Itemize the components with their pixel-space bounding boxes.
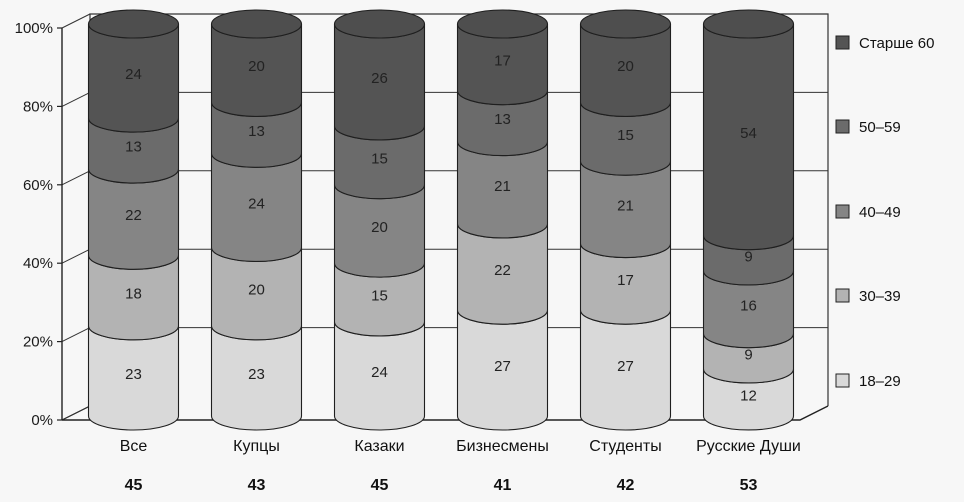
category-value: 41: [494, 477, 512, 494]
x-tick-label: Казаки: [354, 438, 404, 455]
data-label: 13: [248, 123, 265, 140]
data-label: 9: [744, 248, 752, 265]
data-label: 23: [125, 366, 142, 383]
legend-swatch: [835, 119, 850, 134]
x-tick-label: Студенты: [589, 438, 661, 455]
data-label: 9: [744, 346, 752, 363]
legend-label: 40–49: [859, 204, 901, 221]
data-label: 20: [617, 58, 634, 75]
data-label: 17: [494, 52, 511, 69]
cylinder-top: [456, 9, 549, 39]
data-label: 24: [371, 364, 388, 381]
gridline-depth: [61, 248, 91, 264]
x-axis: [62, 405, 829, 421]
gridline-depth: [61, 170, 91, 186]
data-label: 15: [617, 127, 634, 144]
data-label: 24: [125, 66, 142, 83]
y-tick-label: 40%: [23, 255, 53, 272]
data-label: 17: [617, 272, 634, 289]
legend-label: 30–39: [859, 288, 901, 305]
gridline-depth: [61, 13, 91, 29]
data-label: 27: [494, 358, 511, 375]
y-tick-label: 100%: [15, 20, 53, 37]
y-tick-label: 80%: [23, 98, 53, 115]
data-label: 23: [248, 366, 265, 383]
data-label: 22: [125, 207, 142, 224]
data-label: 27: [617, 358, 634, 375]
category-value: 45: [125, 477, 143, 494]
legend-swatch: [835, 288, 850, 303]
data-label: 16: [740, 297, 757, 314]
gridline-depth: [61, 91, 91, 107]
data-label: 22: [494, 262, 511, 279]
data-label: 21: [617, 197, 634, 214]
y-tick-label: 0%: [31, 412, 53, 429]
category-value: 45: [371, 477, 389, 494]
cylinder-top: [87, 9, 180, 39]
cylinder-top: [333, 9, 426, 39]
cylinder-top: [210, 9, 303, 39]
cylinder-top: [702, 9, 795, 39]
data-label: 13: [125, 139, 142, 156]
data-label: 21: [494, 178, 511, 195]
data-label: 15: [371, 150, 388, 167]
legend-swatch: [835, 35, 850, 50]
legend-label: 18–29: [859, 373, 901, 390]
gridline-depth: [61, 327, 91, 343]
data-label: 12: [740, 387, 757, 404]
data-label: 13: [494, 111, 511, 128]
y-tick-label: 20%: [23, 334, 53, 351]
x-tick-label: Русские Души: [696, 438, 801, 455]
gridline-depth: [61, 405, 91, 421]
category-value: 42: [617, 477, 635, 494]
data-label: 24: [248, 195, 265, 212]
data-label: 20: [248, 282, 265, 299]
x-tick-label: Купцы: [233, 438, 280, 455]
legend-label: Старше 60: [859, 35, 934, 52]
data-label: 15: [371, 288, 388, 305]
category-value: 53: [740, 477, 758, 494]
cylinder-top: [579, 9, 672, 39]
legend-label: 50–59: [859, 119, 901, 136]
y-tick-label: 60%: [23, 177, 53, 194]
data-label: 20: [248, 58, 265, 75]
x-tick-label: Бизнесмены: [456, 438, 549, 455]
data-label: 18: [125, 286, 142, 303]
legend-swatch: [835, 373, 850, 388]
legend-swatch: [835, 204, 850, 219]
data-label: 54: [740, 125, 757, 142]
x-tick-label: Все: [120, 438, 148, 455]
data-label: 20: [371, 219, 388, 236]
category-value: 43: [248, 477, 266, 494]
data-label: 26: [371, 70, 388, 87]
